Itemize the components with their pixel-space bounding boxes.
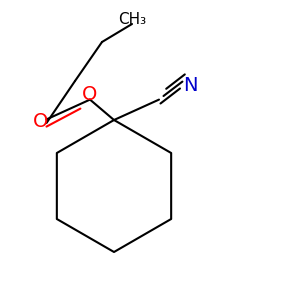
Text: CH₃: CH₃ — [118, 12, 146, 27]
Text: N: N — [183, 76, 198, 95]
Text: O: O — [82, 85, 98, 104]
Text: O: O — [33, 112, 48, 131]
